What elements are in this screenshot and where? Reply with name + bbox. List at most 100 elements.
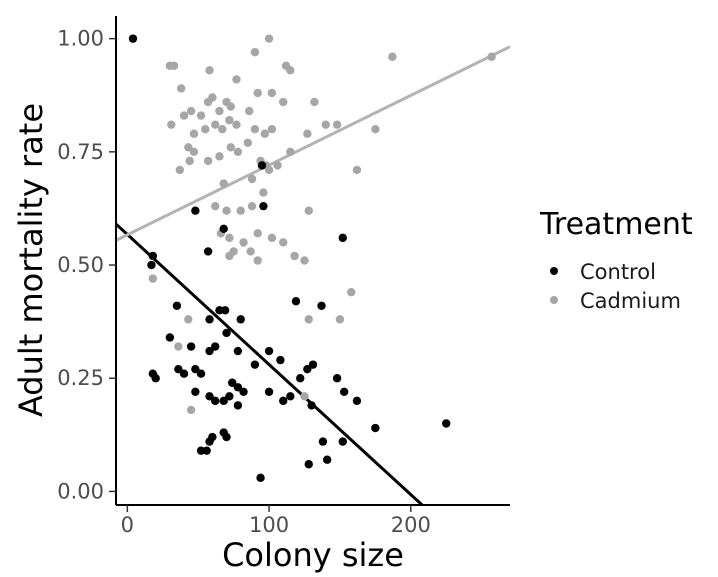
data-point-cadmium [236,206,245,215]
x-ticks: 0 100 200 [121,505,431,537]
data-point-cadmium [279,238,288,247]
data-point-cadmium [303,129,312,138]
data-point-control [339,387,349,397]
data-point-cadmium [267,88,277,98]
data-point-control [165,333,175,342]
data-point-cadmium [310,97,319,107]
data-point-control [148,251,158,261]
data-point-cadmium [184,315,193,324]
data-point-cadmium [205,66,214,75]
data-point-cadmium [300,392,309,401]
x-tick-label: 0 [121,513,134,537]
data-point-control [179,369,189,378]
data-point-control [239,387,248,397]
data-point-cadmium [246,247,255,256]
data-point-control [279,396,288,406]
data-point-cadmium [211,120,220,129]
data-point-cadmium [253,256,262,265]
trend-lines [114,45,511,507]
data-point-control [308,360,318,369]
data-point-cadmium [215,106,224,116]
data-point-cadmium [247,174,257,184]
data-point-cadmium [225,251,234,261]
data-point-cadmium [189,129,199,138]
data-point-cadmium [332,120,342,129]
data-point-cadmium [174,342,183,351]
data-point-cadmium [352,165,362,175]
data-point-cadmium [260,129,270,138]
data-point-control [276,355,285,365]
y-tick-label: 0.25 [57,366,104,390]
data-point-cadmium [290,251,299,261]
data-point-cadmium [175,165,184,175]
legend-title: Treatment [539,207,693,242]
data-point-control [442,419,451,428]
data-point-control [286,392,295,401]
data-point-cadmium [186,405,196,415]
data-point-cadmium [304,206,313,215]
data-point-cadmium [222,206,231,215]
data-point-control [332,374,342,383]
x-tick-label: 200 [391,513,431,537]
data-point-cadmium [267,124,277,134]
data-point-cadmium [225,233,234,243]
data-point-control [211,342,220,351]
data-point-control [228,378,237,387]
data-point-control [191,206,200,215]
data-point-control [205,392,214,401]
data-point-cadmium [232,120,241,129]
data-point-cadmium [232,75,241,84]
data-point-control [191,364,200,374]
data-point-control [233,346,243,356]
data-point-control [322,455,332,464]
data-point-control [250,360,260,369]
data-point-cadmium [215,152,224,161]
trend-line-cadmium [115,45,511,242]
data-point-control [352,396,362,406]
legend-label-cadmium: Cadmium [580,289,681,313]
data-point-cadmium [176,84,186,93]
data-point-cadmium [487,52,496,61]
data-point-control [318,437,328,446]
data-point-cadmium [304,315,313,324]
data-point-cadmium [250,124,260,134]
data-point-cadmium [259,188,268,197]
data-point-cadmium [189,147,199,157]
data-point-cadmium [226,102,235,111]
data-point-cadmium [267,233,277,243]
data-point-control [256,473,265,483]
data-point-control [225,392,234,401]
data-point-cadmium [186,106,196,116]
legend-marker-cadmium [550,296,558,304]
data-point-control [338,233,347,243]
data-point-control [233,401,243,410]
data-point-cadmium [253,88,262,98]
legend-marker-control [550,267,558,275]
data-point-control [211,396,220,406]
data-point-control [205,346,214,356]
data-point-cadmium [245,106,254,116]
data-point-control [205,437,214,446]
data-point-control [317,301,326,310]
data-point-control [203,247,213,256]
data-point-control [219,224,228,234]
y-tick-label: 0.00 [57,479,104,503]
data-point-cadmium [253,229,262,238]
legend-label-control: Control [580,260,656,284]
data-point-cadmium [264,34,274,43]
data-point-control [191,387,200,397]
data-point-control [304,460,313,469]
data-point-cadmium [226,143,235,152]
data-point-cadmium [179,111,189,120]
data-point-control [222,432,231,442]
data-point-control [222,328,231,338]
data-point-control [147,260,156,270]
data-point-control [259,201,268,211]
y-tick-label: 0.50 [57,253,104,277]
data-point-cadmium [247,201,257,211]
data-point-control [296,374,305,383]
data-point-control [233,383,243,392]
data-point-control [219,396,228,406]
data-point-cadmium [219,179,228,188]
